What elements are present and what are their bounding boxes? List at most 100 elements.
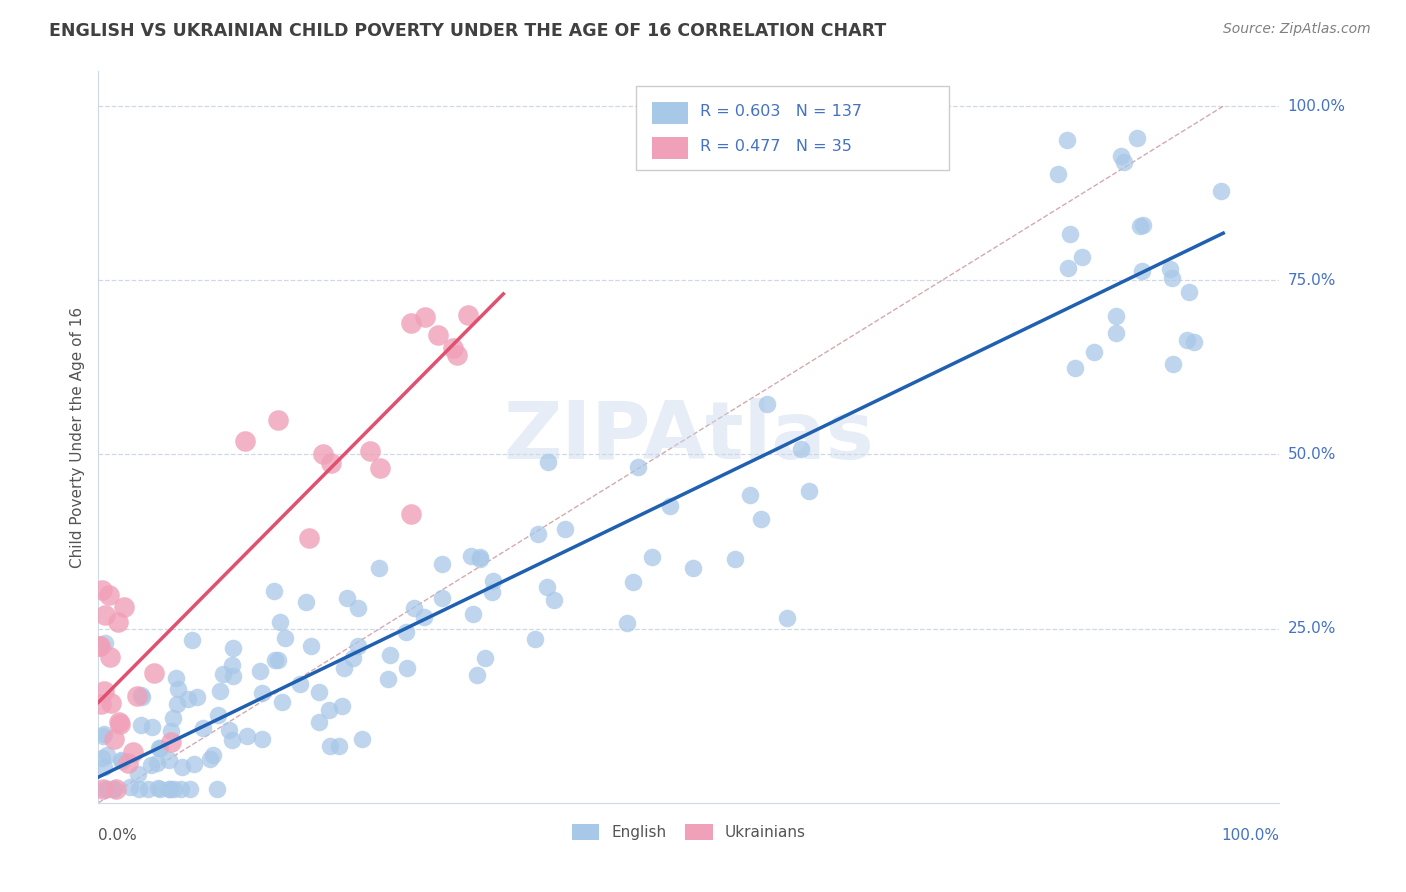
Point [350, 732, 373, 747]
Text: 75.0%: 75.0% [1288, 273, 1336, 288]
Point [170, 760, 193, 774]
Point [790, 442, 813, 457]
Point [446, 347, 468, 361]
Point [621, 575, 644, 590]
Point [159, 734, 181, 748]
Point [98, 588, 121, 602]
Text: Source: ZipAtlas.com: Source: ZipAtlas.com [1223, 22, 1371, 37]
Point [457, 308, 479, 322]
Point [207, 708, 229, 723]
Point [336, 591, 359, 606]
Point [1071, 250, 1094, 264]
Point [103, 781, 125, 796]
Point [1105, 309, 1128, 323]
Point [294, 595, 316, 609]
Point [93, 781, 115, 796]
Point [250, 731, 273, 746]
Point [319, 456, 342, 470]
Point [468, 552, 491, 566]
Point [136, 781, 159, 796]
Point [89, 640, 111, 654]
Text: 50.0%: 50.0% [1288, 447, 1336, 462]
Y-axis label: Child Poverty Under the Age of 16: Child Poverty Under the Age of 16 [69, 307, 84, 567]
Point [776, 611, 799, 625]
Text: ENGLISH VS UKRAINIAN CHILD POVERTY UNDER THE AGE OF 16 CORRELATION CHART: ENGLISH VS UKRAINIAN CHILD POVERTY UNDER… [49, 22, 886, 40]
Point [222, 640, 245, 655]
Point [430, 557, 453, 571]
Point [166, 697, 188, 711]
Point [1161, 271, 1184, 285]
Point [1129, 219, 1152, 233]
Point [98, 650, 121, 665]
Point [1178, 285, 1201, 300]
Point [91, 729, 114, 743]
Point [107, 615, 129, 629]
Point [1059, 227, 1081, 241]
Point [160, 724, 183, 739]
Point [481, 585, 503, 599]
Point [205, 781, 228, 796]
Point [129, 688, 152, 702]
Point [141, 720, 163, 734]
Point [378, 648, 401, 663]
Point [145, 756, 167, 770]
Point [110, 754, 132, 768]
Point [129, 718, 152, 732]
Point [103, 781, 125, 796]
Text: R = 0.603   N = 137: R = 0.603 N = 137 [700, 104, 862, 120]
Point [461, 607, 484, 622]
Text: 0.0%: 0.0% [98, 828, 138, 843]
Point [249, 665, 271, 679]
Point [120, 780, 142, 794]
Point [157, 781, 180, 796]
Point [148, 741, 170, 756]
Point [799, 484, 821, 499]
Point [1112, 154, 1135, 169]
Point [87, 639, 110, 653]
Point [250, 686, 273, 700]
Point [395, 624, 418, 639]
Point [93, 759, 115, 773]
Point [183, 757, 205, 772]
Point [91, 583, 114, 598]
Point [377, 672, 399, 686]
Point [90, 697, 112, 711]
Point [263, 652, 285, 666]
Point [427, 327, 450, 342]
Point [267, 412, 290, 426]
Point [641, 549, 664, 564]
Point [470, 550, 492, 565]
Point [738, 488, 761, 502]
Point [523, 632, 546, 647]
Point [1209, 184, 1232, 198]
Point [211, 667, 233, 681]
Point [131, 690, 153, 704]
Point [474, 650, 496, 665]
Point [148, 741, 170, 756]
Point [208, 684, 231, 698]
Point [108, 717, 131, 731]
Point [218, 723, 240, 737]
Bar [652, 102, 688, 124]
Legend: English, Ukrainians: English, Ukrainians [565, 818, 813, 847]
Point [1083, 345, 1105, 359]
Point [93, 727, 115, 741]
Point [221, 668, 243, 682]
Point [180, 633, 202, 648]
Point [91, 751, 114, 765]
Text: ZIPAtlas: ZIPAtlas [503, 398, 875, 476]
Point [269, 615, 291, 629]
Point [312, 448, 335, 462]
Point [117, 756, 139, 770]
Point [94, 636, 117, 650]
Point [319, 739, 342, 754]
Point [328, 739, 350, 753]
Point [288, 677, 311, 691]
Point [103, 732, 125, 747]
Point [110, 753, 132, 767]
Text: 100.0%: 100.0% [1222, 828, 1279, 843]
Point [1064, 360, 1087, 375]
Point [127, 767, 149, 781]
Point [333, 661, 356, 675]
Point [299, 639, 322, 653]
